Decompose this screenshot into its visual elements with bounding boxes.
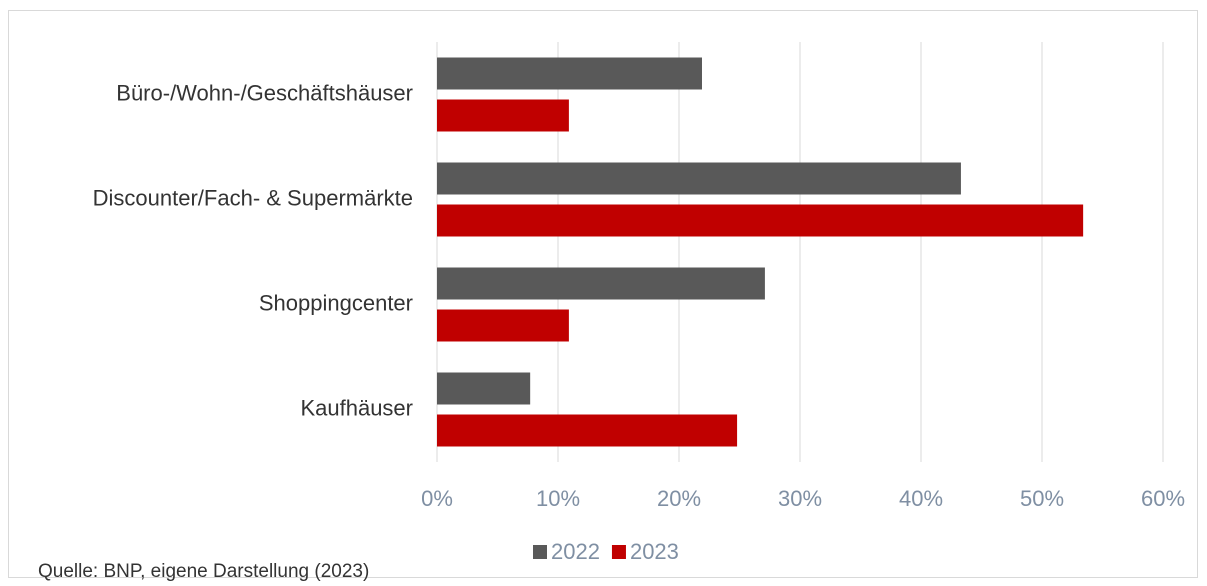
x-tick-label: 40% xyxy=(899,486,943,511)
x-tick-label: 30% xyxy=(778,486,822,511)
legend-swatch xyxy=(611,545,626,559)
source-note: Quelle: BNP, eigene Darstellung (2023) xyxy=(38,561,369,582)
x-tick-label: 10% xyxy=(536,486,580,511)
bar xyxy=(437,309,569,342)
y-tick-label: Kaufhäuser xyxy=(300,395,413,420)
x-tick-label: 50% xyxy=(1020,486,1064,511)
bar xyxy=(437,162,961,195)
legend-swatch xyxy=(533,545,547,559)
bar xyxy=(437,204,1084,237)
bar xyxy=(437,372,531,405)
bar xyxy=(437,99,569,132)
bar xyxy=(437,57,702,90)
y-tick-label: Discounter/Fach- & Supermärkte xyxy=(93,185,413,210)
bar xyxy=(437,267,765,300)
legend-label: 2023 xyxy=(630,539,679,564)
legend-label: 2022 xyxy=(551,539,600,564)
bar xyxy=(437,414,738,447)
y-tick-label: Shoppingcenter xyxy=(259,290,413,315)
x-tick-label: 0% xyxy=(421,486,453,511)
x-tick-label: 20% xyxy=(657,486,701,511)
x-tick-label: 60% xyxy=(1141,486,1185,511)
y-tick-label: Büro-/Wohn-/Geschäftshäuser xyxy=(116,80,413,105)
